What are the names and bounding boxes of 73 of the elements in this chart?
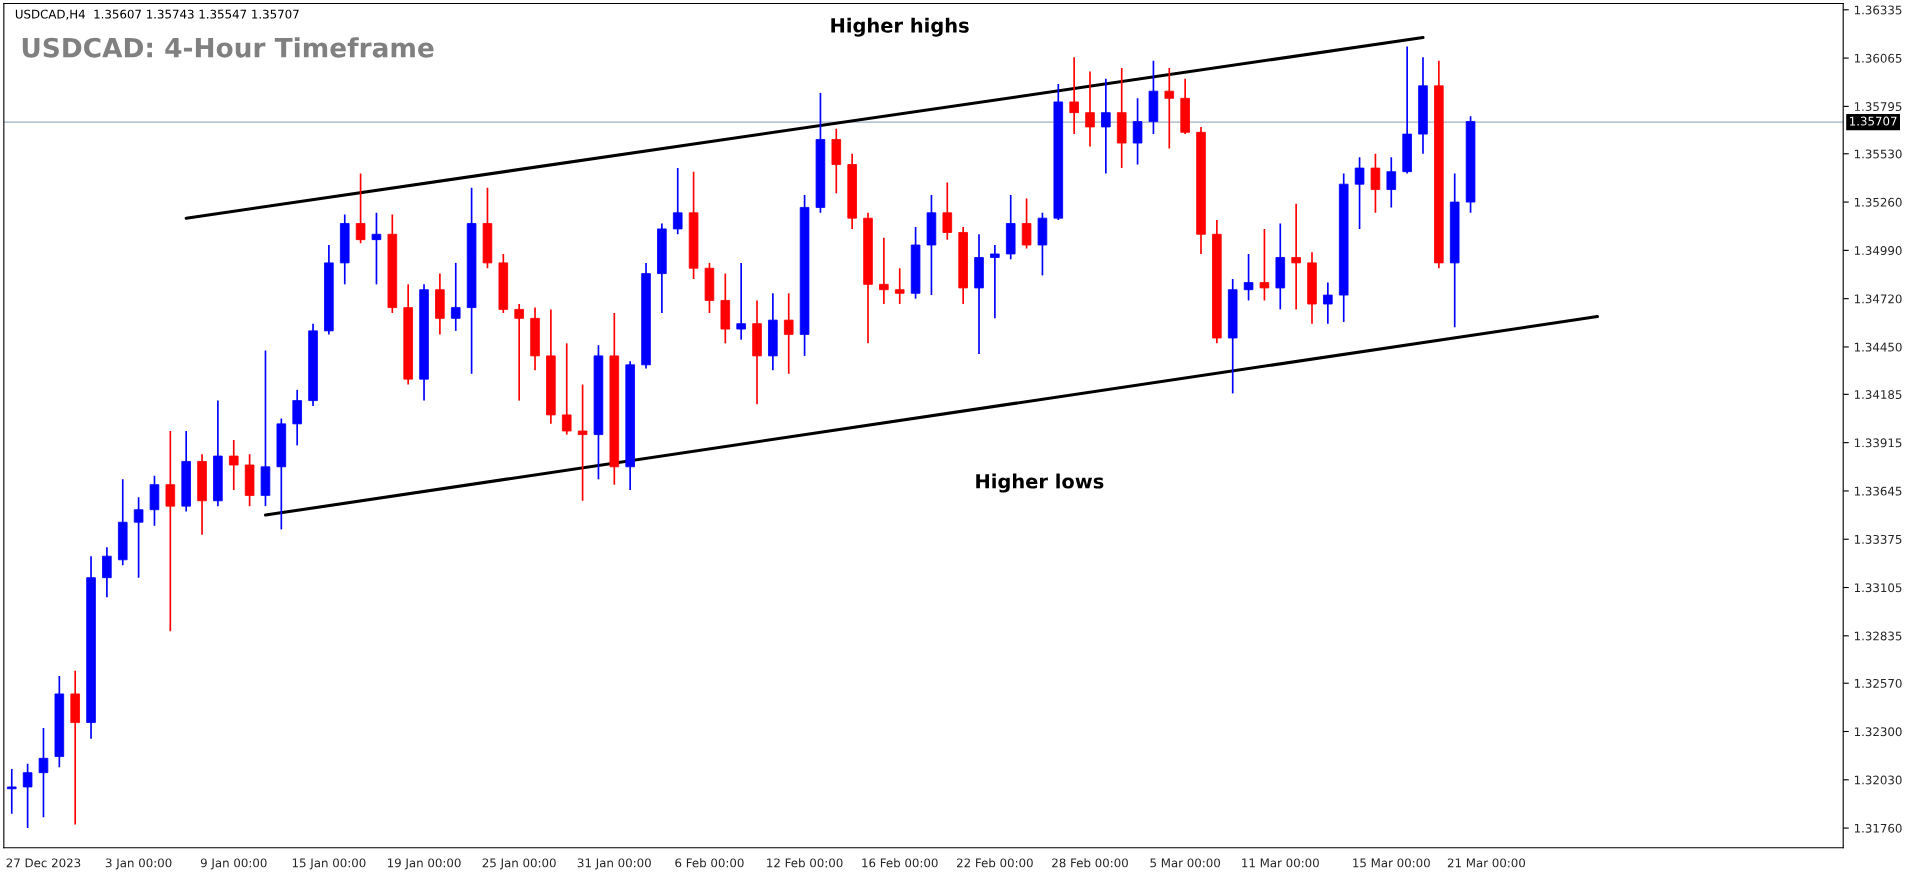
annotation: Higher highs — [831, 17, 969, 37]
candlestick — [371, 211, 382, 286]
candlestick — [1291, 203, 1301, 311]
candlestick — [1354, 156, 1365, 230]
y-tick-label: 1.34185 — [1854, 390, 1902, 399]
x-tick-label: 12 Feb 00:00 — [767, 858, 843, 868]
candlestick — [894, 267, 905, 305]
x-tick-label: 31 Jan 00:00 — [577, 858, 651, 870]
candlestick — [228, 439, 239, 491]
y-tick-label: 1.36335 — [1854, 5, 1902, 15]
y-tick-label: 1.34450 — [1854, 342, 1902, 352]
candlestick — [1069, 56, 1079, 135]
annotation: Higher lows — [976, 473, 1104, 493]
x-tick-label: 22 Feb 00:00 — [957, 858, 1033, 868]
x-tick-label: 27 Dec 2023 — [6, 858, 81, 868]
candlestick — [1021, 197, 1032, 250]
candlestick — [38, 727, 49, 819]
y-tick-label: 1.34990 — [1854, 246, 1902, 256]
x-tick-label: 3 Jan 00:00 — [105, 858, 172, 870]
candlestick — [942, 181, 953, 241]
y-tick-label: 1.35795 — [1854, 102, 1902, 112]
y-tick-label: 1.35530 — [1854, 149, 1902, 159]
candlestick — [1132, 97, 1143, 166]
annotation: USDCAD,H4 1.35607 1.35743 1.35547 1.35707 — [15, 9, 299, 20]
candlestick — [133, 496, 144, 579]
candlestick — [1164, 67, 1175, 150]
y-tick-label: 1.32030 — [1854, 775, 1902, 785]
candlestick — [1323, 281, 1333, 325]
x-tick-label: 21 Mar 00:00 — [1447, 858, 1526, 868]
candlestick — [561, 342, 572, 436]
y-tick-label: 1.36065 — [1854, 53, 1902, 63]
y-tick-label: 1.31760 — [1854, 823, 1902, 833]
y-tick-label: 1.33105 — [1854, 583, 1902, 593]
x-tick-label: 15 Jan 00:00 — [292, 858, 366, 870]
candlestick — [672, 167, 683, 236]
x-tick-label: 5 Mar 00:00 — [1150, 858, 1221, 868]
x-tick-label: 16 Feb 00:00 — [862, 858, 938, 868]
x-tick-label: 15 Mar 00:00 — [1353, 858, 1430, 868]
y-tick-label: 1.32835 — [1854, 631, 1902, 641]
candlestick — [22, 762, 33, 829]
x-tick-label: 25 Jan 00:00 — [482, 858, 556, 870]
x-tick-label: 28 Feb 00:00 — [1052, 858, 1128, 868]
ref-line-label: 1.35707 — [1850, 116, 1897, 126]
candlestick — [355, 172, 366, 245]
x-tick-label: 9 Jan 00:00 — [200, 858, 267, 870]
candlestick — [1386, 156, 1397, 209]
candlestick — [577, 383, 588, 502]
candlestick — [1259, 228, 1270, 302]
candlestick — [879, 237, 889, 305]
candlestick — [783, 292, 794, 375]
text: USDCAD: 4-Hour Timeframe — [22, 37, 434, 58]
candlestick — [6, 768, 17, 815]
y-tick-label: 1.32300 — [1854, 727, 1902, 737]
candlestick — [292, 389, 302, 447]
candlestick — [1101, 77, 1111, 175]
y-tick-label: 1.33645 — [1854, 486, 1902, 496]
candlestick — [736, 262, 746, 341]
y-tick-label: 1.33915 — [1854, 438, 1902, 448]
candlestick — [1243, 253, 1254, 302]
x-tick-label: 19 Jan 00:00 — [387, 858, 461, 870]
y-tick-label: 1.34720 — [1854, 294, 1902, 304]
candlestick — [165, 430, 176, 633]
y-tick-label: 1.35260 — [1854, 197, 1902, 207]
candlestick — [1370, 152, 1381, 214]
candlestick — [990, 244, 1000, 320]
x-tick-label: 6 Feb 00:00 — [675, 858, 744, 868]
y-tick-label: 1.33375 — [1854, 534, 1902, 544]
candlestick — [1085, 70, 1095, 148]
candlestick — [450, 262, 461, 332]
y-tick-label: 1.32570 — [1854, 678, 1902, 688]
candlestick — [102, 546, 112, 599]
x-tick-label: 11 Mar 00:00 — [1242, 858, 1319, 868]
candlestick — [514, 303, 524, 402]
